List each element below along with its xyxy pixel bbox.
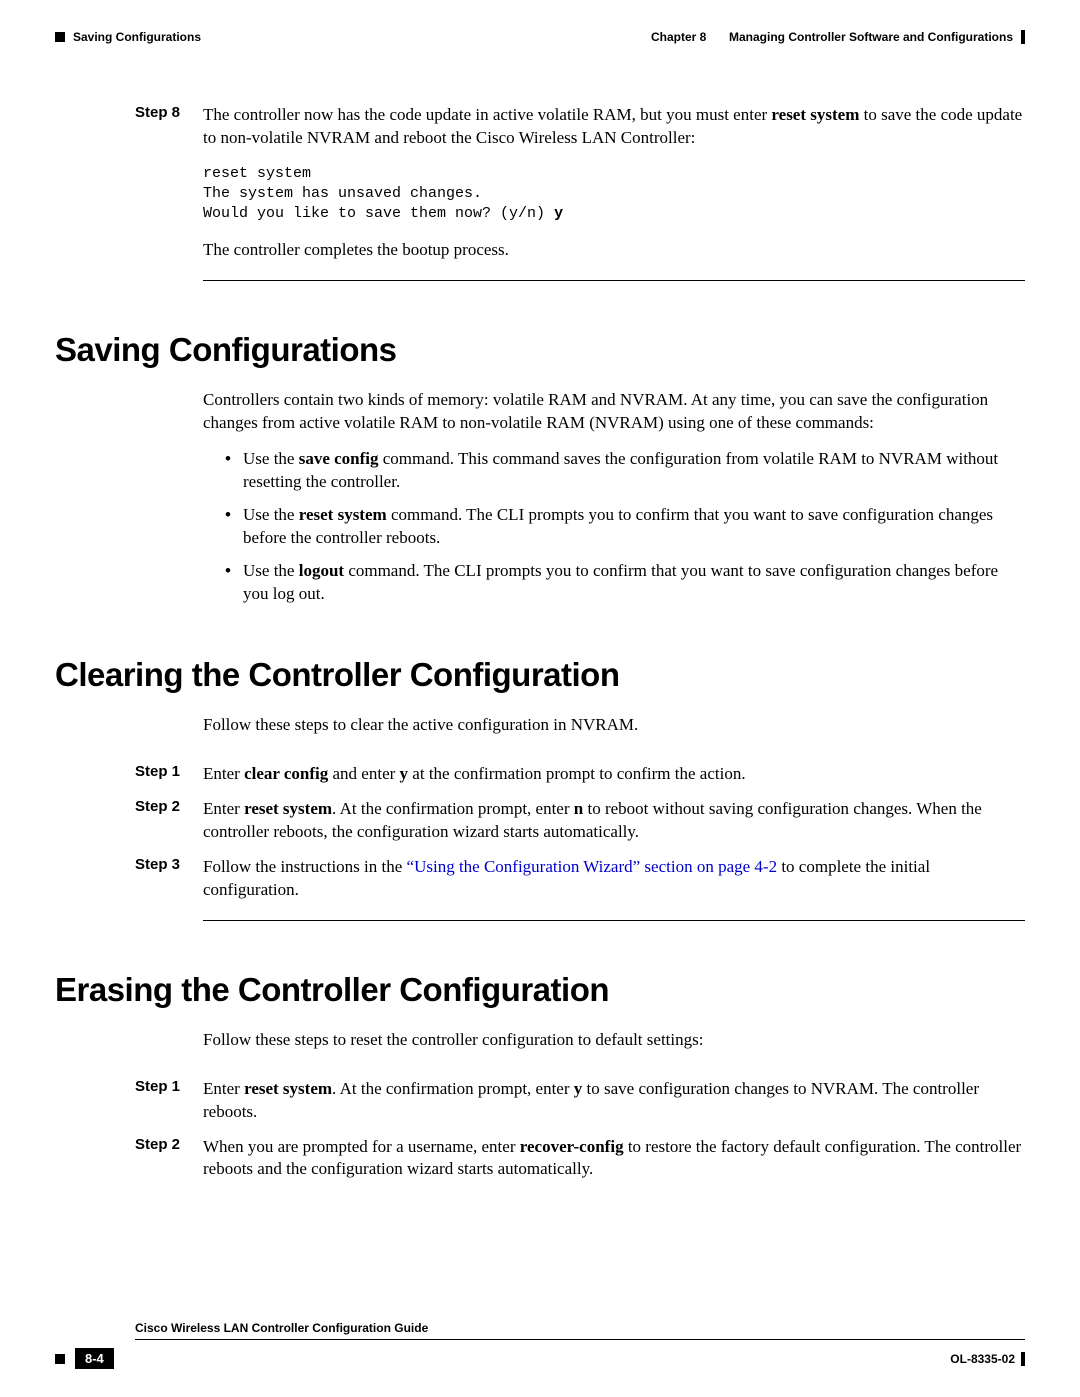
header-rule-icon <box>1021 30 1025 44</box>
step-text: When you are prompted for a username, en… <box>203 1136 1025 1182</box>
step-8-row: Step 8 The controller now has the code u… <box>135 104 1025 150</box>
step-text: Follow the instructions in the “Using th… <box>203 856 1025 902</box>
divider <box>203 280 1025 281</box>
saving-intro: Controllers contain two kinds of memory:… <box>203 389 1025 435</box>
step-text: Enter clear config and enter y at the co… <box>203 763 1025 786</box>
footer-doc-id: OL-8335-02 <box>950 1352 1015 1366</box>
header-chapter-title: Managing Controller Software and Configu… <box>729 30 1013 44</box>
clearing-step-3: Step 3 Follow the instructions in the “U… <box>135 856 1025 902</box>
footer-rule-icon <box>1021 1352 1025 1366</box>
step-label: Step 2 <box>135 1136 203 1182</box>
erasing-step-1: Step 1 Enter reset system. At the confir… <box>135 1078 1025 1124</box>
page-number-badge: 8-4 <box>75 1348 114 1369</box>
step-label: Step 3 <box>135 856 203 902</box>
header-square-icon <box>55 32 65 42</box>
step-text: Enter reset system. At the confirmation … <box>203 798 1025 844</box>
clearing-intro: Follow these steps to clear the active c… <box>203 714 1025 737</box>
step-label: Step 8 <box>135 104 203 150</box>
step-label: Step 1 <box>135 763 203 786</box>
footer-square-icon <box>55 1354 65 1364</box>
code-block: reset system The system has unsaved chan… <box>203 164 1025 225</box>
xref-link[interactable]: “Using the Configuration Wizard” section… <box>407 857 778 876</box>
saving-bullets: Use the save config command. This comman… <box>225 448 1025 606</box>
step-label: Step 2 <box>135 798 203 844</box>
step-label: Step 1 <box>135 1078 203 1124</box>
header-chapter-label: Chapter 8 <box>651 30 706 44</box>
erasing-intro: Follow these steps to reset the controll… <box>203 1029 1025 1052</box>
footer-guide-title: Cisco Wireless LAN Controller Configurat… <box>135 1321 1025 1335</box>
clearing-step-1: Step 1 Enter clear config and enter y at… <box>135 763 1025 786</box>
heading-clearing: Clearing the Controller Configuration <box>55 656 1025 694</box>
clearing-step-2: Step 2 Enter reset system. At the confir… <box>135 798 1025 844</box>
header-section: Saving Configurations <box>73 30 201 44</box>
heading-erasing: Erasing the Controller Configuration <box>55 971 1025 1009</box>
running-header: Saving Configurations Chapter 8 Managing… <box>55 30 1025 44</box>
erasing-step-2: Step 2 When you are prompted for a usern… <box>135 1136 1025 1182</box>
divider <box>203 920 1025 921</box>
page-footer: Cisco Wireless LAN Controller Configurat… <box>55 1321 1025 1369</box>
list-item: Use the save config command. This comman… <box>225 448 1025 494</box>
list-item: Use the logout command. The CLI prompts … <box>225 560 1025 606</box>
heading-saving: Saving Configurations <box>55 331 1025 369</box>
list-item: Use the reset system command. The CLI pr… <box>225 504 1025 550</box>
step-text: Enter reset system. At the confirmation … <box>203 1078 1025 1124</box>
step-8-after: The controller completes the bootup proc… <box>203 239 1025 262</box>
step-8-text: The controller now has the code update i… <box>203 104 1025 150</box>
